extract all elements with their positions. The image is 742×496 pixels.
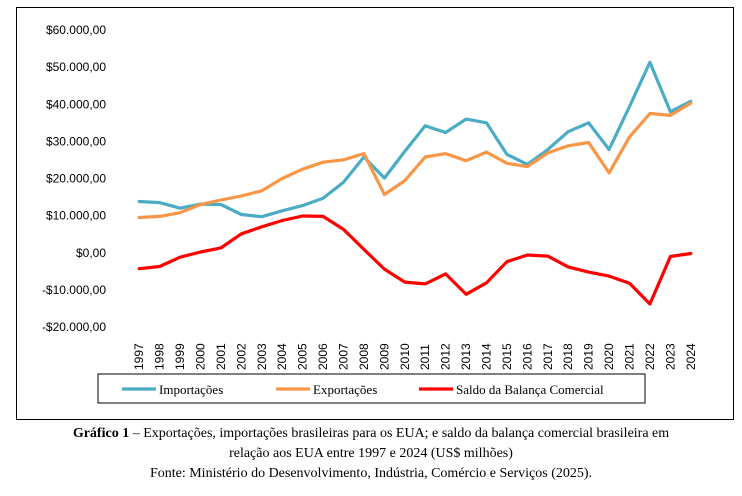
- y-tick-label: $40.000,00: [46, 97, 106, 111]
- x-tick-label: 2015: [500, 343, 514, 370]
- x-tick-label: 1997: [132, 343, 146, 370]
- x-tick-label: 1999: [173, 343, 187, 370]
- x-axis-ticks: 1997 1998 1999 2000 2001 2002 2003 2004 2005 2006…: [132, 343, 698, 370]
- caption-source: Fonte: Ministério do Desenvolvimento, In…: [149, 466, 593, 481]
- x-tick-label: 2024: [684, 343, 698, 370]
- x-tick-label: 2014: [480, 343, 494, 370]
- x-tick-label: 2016: [520, 343, 534, 370]
- x-tick-label: 2018: [561, 343, 575, 370]
- x-tick-label: 2001: [214, 343, 228, 370]
- x-tick-label: 2022: [643, 343, 657, 370]
- x-tick-label: 2011: [418, 344, 432, 370]
- legend: Importações Exportações Saldo da Balança C…: [97, 373, 646, 404]
- y-tick-label: $20.000,00: [46, 172, 106, 186]
- series-lines: [137, 60, 693, 306]
- x-tick-label: 2008: [357, 343, 371, 370]
- chart-frame: $60.000,00 $50.000,00 $40.000,00 $30.000,00…: [16, 7, 734, 420]
- caption-text: – Exportações, importações brasileiras p…: [129, 426, 670, 441]
- line-chart: $60.000,00 $50.000,00 $40.000,00 $30.000,00…: [42, 23, 698, 404]
- x-tick-label: 2020: [602, 343, 616, 370]
- legend-label: Importações: [159, 382, 223, 397]
- legend-box: [97, 373, 646, 404]
- y-tick-label: $10.000,00: [46, 209, 106, 223]
- y-tick-label: -$10.000,00: [42, 283, 106, 297]
- x-tick-label: 2021: [623, 343, 637, 370]
- series-line-1: [137, 60, 693, 219]
- x-tick-label: 2005: [296, 343, 310, 370]
- x-tick-label: 2009: [377, 343, 391, 370]
- x-tick-label: 2006: [316, 343, 330, 370]
- legend-label: Exportações: [313, 382, 377, 397]
- figure-caption: Gráfico 1 – Exportações, importações bra…: [0, 424, 742, 484]
- caption-line-2: relação aos EUA entre 1997 e 2024 (US$ m…: [229, 446, 513, 461]
- x-tick-label: 2004: [275, 343, 289, 370]
- y-tick-label: $60.000,00: [46, 23, 106, 37]
- caption-line-1: Gráfico 1 – Exportações, importações bra…: [0, 424, 742, 444]
- x-tick-label: 2023: [663, 343, 677, 370]
- legend-label: Saldo da Balança Comercial: [456, 382, 604, 397]
- y-tick-label: $50.000,00: [46, 60, 106, 74]
- caption-label: Gráfico 1: [72, 426, 130, 441]
- y-tick-label: -$20.000,00: [42, 320, 106, 334]
- x-tick-label: 2017: [541, 343, 555, 370]
- y-axis-ticks: $60.000,00 $50.000,00 $40.000,00 $30.000,00…: [42, 23, 106, 334]
- x-tick-label: 2010: [398, 343, 412, 370]
- y-tick-label: $0,00: [76, 246, 106, 260]
- series-line-2: [137, 101, 693, 220]
- x-tick-label: 1998: [153, 343, 167, 370]
- series-line-3: [137, 214, 693, 306]
- x-tick-label: 2000: [194, 343, 208, 370]
- x-tick-label: 2013: [459, 343, 473, 370]
- x-tick-label: 2002: [234, 343, 248, 370]
- x-tick-label: 2007: [337, 343, 351, 370]
- x-tick-label: 2019: [582, 343, 596, 370]
- x-tick-label: 2003: [255, 343, 269, 370]
- y-tick-label: $30.000,00: [46, 134, 106, 148]
- x-tick-label: 2012: [439, 343, 453, 370]
